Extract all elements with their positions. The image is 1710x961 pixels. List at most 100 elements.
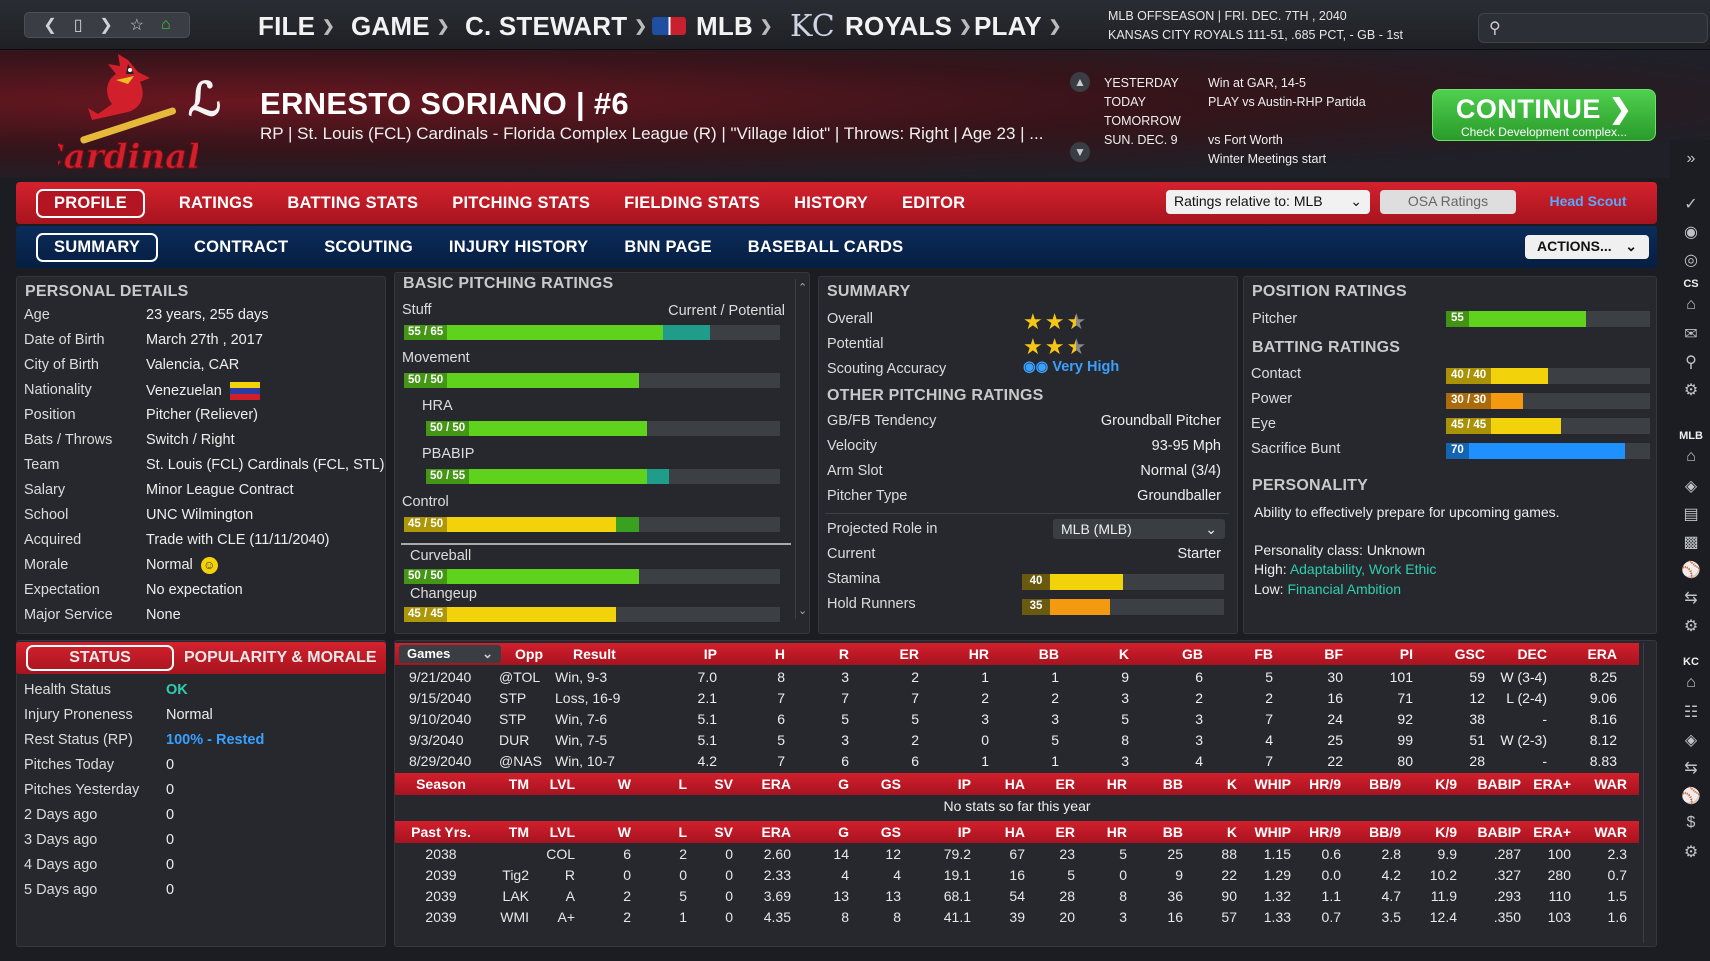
baseball-icon[interactable]: ⚾	[1681, 788, 1701, 805]
search-input[interactable]: ⚲	[1478, 13, 1708, 43]
chart-icon[interactable]: ▩	[1683, 534, 1699, 551]
schedule-value[interactable]: PLAY vs Austin-RHP Partida	[1208, 95, 1366, 109]
game-stat: -	[1542, 711, 1547, 727]
column-header: HR/9	[1309, 776, 1341, 792]
gear-icon[interactable]: ⚙	[1683, 618, 1699, 635]
pitch-bar-fill	[404, 607, 616, 622]
home-icon[interactable]: ⌂	[1686, 674, 1696, 691]
home-icon[interactable]: ⌂	[160, 16, 171, 33]
page-icon[interactable]: ▯	[73, 17, 83, 34]
past-year-row[interactable]: 2038 COL 6 2 0 2.60 14 12 79.2 67 23 5 25 88 1.15 0.6 2.…	[395, 844, 1639, 865]
expand-icon[interactable]: »	[1686, 150, 1696, 167]
past-stat: COL	[546, 846, 575, 862]
game-row[interactable]: 8/29/2040 @NAS Win, 10-7 4.2 7 6 6 1 1 3 4 7 22 80 28 -…	[395, 751, 1639, 772]
tab-bnn-page[interactable]: BNN PAGE	[624, 237, 712, 256]
back-icon[interactable]: ❮	[43, 17, 57, 34]
gear-icon[interactable]: ⚙	[1683, 382, 1699, 399]
past-year-row[interactable]: 2039 LAK A 2 5 0 3.69 13 13 68.1 54 28 8 36 90 1.32 1.1 4…	[395, 886, 1639, 907]
tab-summary[interactable]: SUMMARY	[36, 232, 159, 262]
past-stat: 0	[725, 846, 733, 862]
column-header: BB	[1162, 824, 1183, 840]
game-stat: 80	[1397, 753, 1413, 769]
menu-game[interactable]: GAME ❯	[351, 10, 450, 41]
past-stat: 67	[1009, 846, 1025, 862]
globe-icon[interactable]: ◉	[1684, 224, 1698, 241]
tab-fielding-stats[interactable]: FIELDING STATS	[624, 193, 761, 212]
low-traits[interactable]: Financial Ambition	[1287, 581, 1402, 597]
lightbulb-icon[interactable]: ◎	[1684, 252, 1698, 269]
game-result: Win, 10-7	[555, 753, 615, 769]
menu-manager[interactable]: C. STEWART ❯	[465, 10, 648, 41]
past-year-row[interactable]: 2039 WMI A+ 2 1 0 4.35 8 8 41.1 39 20 3 16 57 1.33 0.7 3.…	[395, 907, 1639, 928]
game-row[interactable]: 9/21/2040 @TOL Win, 9-3 7.0 8 3 2 1 1 9 6 5 30 101 59 W…	[395, 667, 1639, 688]
tab-scouting[interactable]: SCOUTING	[324, 237, 413, 256]
smiley-icon: ☺	[200, 557, 218, 574]
panel-title: BASIC PITCHING RATINGS	[403, 275, 614, 292]
past-stat: 14	[833, 846, 849, 862]
high-traits[interactable]: Adaptability, Work Ethic	[1289, 561, 1437, 577]
rating-bar: 50 / 55	[426, 469, 780, 484]
past-stat: 13	[885, 888, 901, 904]
chevron-down-icon[interactable]: ▼	[1070, 142, 1090, 162]
tab-baseball-cards[interactable]: BASEBALL CARDS	[747, 237, 904, 256]
continue-button[interactable]: CONTINUE ❯ Check Development complex...	[1432, 89, 1656, 141]
star-icon[interactable]: ☆	[129, 17, 144, 34]
scrollbar[interactable]: ⌃ ⌄	[795, 279, 807, 619]
mail-icon[interactable]: ✉	[1684, 326, 1698, 343]
scrollbar[interactable]	[1643, 643, 1655, 943]
tab-editor[interactable]: EDITOR	[902, 193, 966, 212]
actions-select[interactable]: ACTIONS... ⌄	[1525, 235, 1649, 259]
tab-injury-history[interactable]: INJURY HISTORY	[448, 237, 589, 256]
tab-popularity-morale[interactable]: POPULARITY & MORALE	[184, 649, 377, 666]
past-stat: 3.69	[763, 888, 791, 904]
ratings-relative-select[interactable]: Ratings relative to: MLB ⌄	[1166, 190, 1370, 214]
home-icon[interactable]: ⌂	[1686, 448, 1696, 465]
shield-icon[interactable]: ◈	[1684, 732, 1698, 749]
menu-mlb[interactable]: MLB ❯	[652, 6, 773, 46]
osa-ratings-button[interactable]: OSA Ratings	[1380, 190, 1516, 214]
menu-royals[interactable]: KC ROYALS ❯	[790, 8, 972, 44]
game-date: 9/3/2040	[409, 732, 464, 748]
tab-batting-stats[interactable]: BATTING STATS	[287, 193, 419, 212]
projected-role-select[interactable]: MLB (MLB) ⌄	[1053, 519, 1225, 539]
home-icon[interactable]: ⌂	[1686, 296, 1696, 313]
menu-file[interactable]: FILE ❯	[258, 10, 335, 41]
past-stat: 5	[1119, 846, 1127, 862]
tab-profile[interactable]: PROFILE	[36, 188, 145, 218]
tab-status[interactable]: STATUS	[26, 645, 174, 671]
rating-bar: 50 / 50	[426, 421, 780, 436]
column-header: K	[1118, 646, 1129, 662]
chevron-up-icon[interactable]: ▲	[1070, 72, 1090, 92]
column-header: HR/9	[1309, 824, 1341, 840]
news-icon[interactable]: ▤	[1683, 506, 1699, 523]
tab-contract[interactable]: CONTRACT	[194, 237, 289, 256]
transfer-icon[interactable]: ⇆	[1684, 590, 1698, 607]
column-header: WAR	[1594, 824, 1627, 840]
game-row[interactable]: 9/15/2040 STP Loss, 16-9 2.1 7 7 7 2 2 3 2 2 16 71 12 L…	[395, 688, 1639, 709]
gear-icon[interactable]: ⚙	[1683, 844, 1699, 861]
tab-ratings[interactable]: RATINGS	[178, 193, 254, 212]
game-stat: W (3-4)	[1500, 669, 1547, 685]
forward-icon[interactable]: ❯	[99, 17, 113, 34]
column-header: R	[838, 646, 849, 662]
column-header: GB	[1182, 646, 1203, 662]
past-stat: .350	[1493, 909, 1521, 925]
dollar-icon[interactable]: $	[1686, 814, 1696, 831]
tab-pitching-stats[interactable]: PITCHING STATS	[452, 193, 591, 212]
baseball-icon[interactable]: ⚾	[1681, 562, 1701, 579]
game-row[interactable]: 9/10/2040 STP Win, 7-6 5.1 6 5 5 3 3 5 3 7 24 92 38 - 8.…	[395, 709, 1639, 730]
past-year-row[interactable]: 2039 Tig2 R 0 0 0 2.33 4 4 19.1 16 5 0 9 22 1.29 0.0 4.2 1…	[395, 865, 1639, 886]
search-icon[interactable]: ⚲	[1685, 354, 1697, 371]
transfer-icon[interactable]: ⇆	[1684, 760, 1698, 777]
column-header: K/9	[1435, 776, 1457, 792]
game-row[interactable]: 9/3/2040 DUR Win, 7-5 5.1 5 3 2 0 5 8 3 4 25 99 51 W (2…	[395, 730, 1639, 751]
tab-history[interactable]: HISTORY	[794, 193, 868, 212]
game-stat: 3	[1195, 732, 1203, 748]
check-icon[interactable]: ✓	[1684, 196, 1698, 213]
menu-play[interactable]: PLAY ❯	[974, 10, 1062, 41]
roster-icon[interactable]: ☷	[1683, 704, 1699, 721]
games-select[interactable]: Games ⌄	[399, 645, 501, 663]
head-scout-button[interactable]: Head Scout	[1549, 193, 1627, 209]
game-stat: 3	[1195, 711, 1203, 727]
shield-icon[interactable]: ◈	[1684, 478, 1698, 495]
